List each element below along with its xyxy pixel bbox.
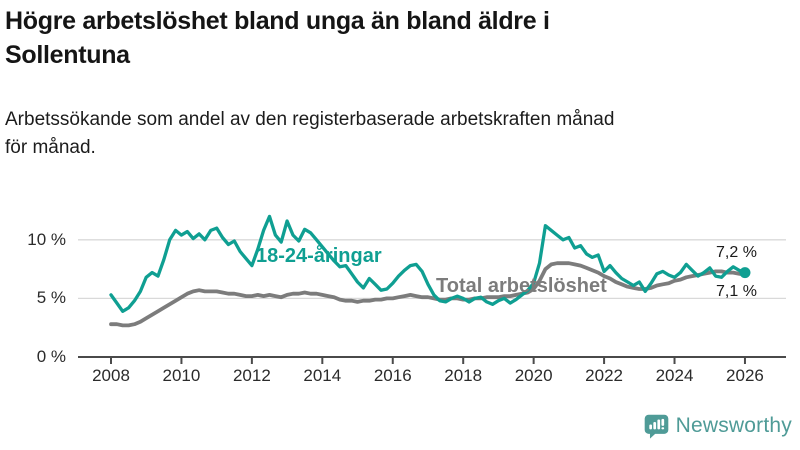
chart-title-line2: Sollentuna bbox=[5, 41, 130, 69]
series-label-18-24: 18-24-åringar bbox=[256, 245, 382, 267]
newsworthy-bar-chart-bubble-icon bbox=[644, 414, 668, 439]
series-end-dot-18-24 bbox=[739, 267, 751, 279]
chart-title-line1: Högre arbetslöshet bland unga än bland ä… bbox=[5, 7, 550, 35]
series-label-total: Total arbetslöshet bbox=[436, 275, 607, 297]
newsworthy-logo: Newsworthy bbox=[643, 410, 792, 442]
x-axis-label-2014: 2014 bbox=[303, 366, 342, 385]
series-line-total bbox=[109, 261, 747, 328]
chart-title: Högre arbetslöshet bland unga än bland ä… bbox=[5, 4, 785, 72]
x-axis-label-2020: 2020 bbox=[514, 366, 553, 385]
chart-subtitle: Arbetssökande som andel av den registerb… bbox=[5, 106, 795, 162]
x-axis-label-2018: 2018 bbox=[444, 366, 483, 385]
series-line-18-24 bbox=[109, 214, 747, 313]
end-value-label-18-24: 7,2 % bbox=[716, 244, 757, 261]
y-axis-label-0: 0 % bbox=[36, 347, 66, 366]
chart-subtitle-line2: för månad. bbox=[5, 137, 96, 158]
end-value-label-total: 7,1 % bbox=[716, 283, 757, 300]
x-axis-label-2026: 2026 bbox=[726, 366, 764, 385]
newsworthy-logo-text: Newsworthy bbox=[675, 414, 792, 437]
x-axis-label-2024: 2024 bbox=[655, 366, 694, 385]
x-axis-label-2022: 2022 bbox=[585, 366, 623, 385]
y-axis-label-10: 10 % bbox=[27, 229, 66, 249]
chart-subtitle-line1: Arbetssökande som andel av den registerb… bbox=[5, 109, 615, 130]
x-axis-label-2010: 2010 bbox=[162, 366, 201, 385]
x-axis-label-2008: 2008 bbox=[92, 366, 130, 385]
y-axis-label-5: 5 % bbox=[36, 288, 66, 308]
x-axis-label-2012: 2012 bbox=[232, 366, 271, 385]
x-axis-label-2016: 2016 bbox=[373, 366, 412, 385]
